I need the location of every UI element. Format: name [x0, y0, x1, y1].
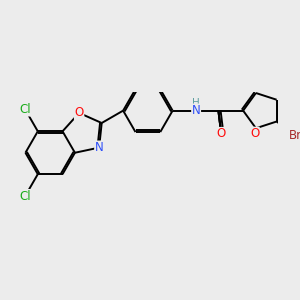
Text: N: N — [192, 104, 200, 117]
Text: N: N — [95, 141, 103, 154]
Text: Cl: Cl — [19, 190, 31, 202]
Text: Br: Br — [289, 129, 300, 142]
Text: H: H — [192, 98, 200, 108]
Text: O: O — [250, 127, 259, 140]
Text: Cl: Cl — [19, 103, 31, 116]
Text: O: O — [216, 128, 225, 140]
Text: O: O — [74, 106, 84, 119]
